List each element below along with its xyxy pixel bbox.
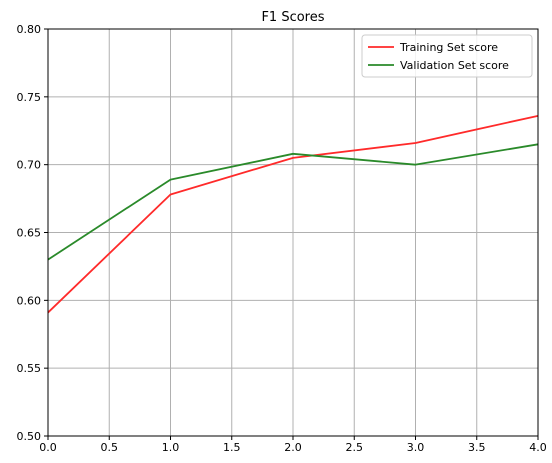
x-tick-label: 0.0 bbox=[39, 441, 57, 454]
x-axis-ticks: 0.0 0.5 1.0 1.5 2.0 2.5 3.0 3.5 4.0 bbox=[39, 436, 547, 454]
y-tick-label: 0.70 bbox=[17, 159, 42, 172]
y-tick-label: 0.50 bbox=[17, 430, 42, 443]
legend-label: Validation Set score bbox=[400, 59, 509, 72]
y-tick-label: 0.55 bbox=[17, 362, 42, 375]
legend: Training Set score Validation Set score bbox=[361, 34, 533, 78]
x-tick-label: 3.0 bbox=[407, 441, 425, 454]
grid-lines bbox=[47, 28, 539, 437]
x-tick-label: 1.5 bbox=[223, 441, 241, 454]
legend-label: Training Set score bbox=[399, 41, 498, 54]
x-tick-label: 1.0 bbox=[162, 441, 180, 454]
x-tick-label: 2.0 bbox=[284, 441, 302, 454]
y-tick-label: 0.65 bbox=[17, 227, 42, 240]
y-axis-ticks: 0.50 0.55 0.60 0.65 0.70 0.75 0.80 bbox=[17, 23, 48, 443]
y-tick-label: 0.80 bbox=[17, 23, 42, 36]
chart-title: F1 Scores bbox=[261, 10, 324, 25]
x-tick-label: 0.5 bbox=[101, 441, 119, 454]
y-tick-label: 0.75 bbox=[17, 91, 42, 104]
x-tick-label: 3.5 bbox=[468, 441, 486, 454]
x-tick-label: 4.0 bbox=[529, 441, 547, 454]
x-tick-label: 2.5 bbox=[346, 441, 364, 454]
y-tick-label: 0.60 bbox=[17, 294, 42, 307]
legend-box bbox=[361, 34, 533, 78]
